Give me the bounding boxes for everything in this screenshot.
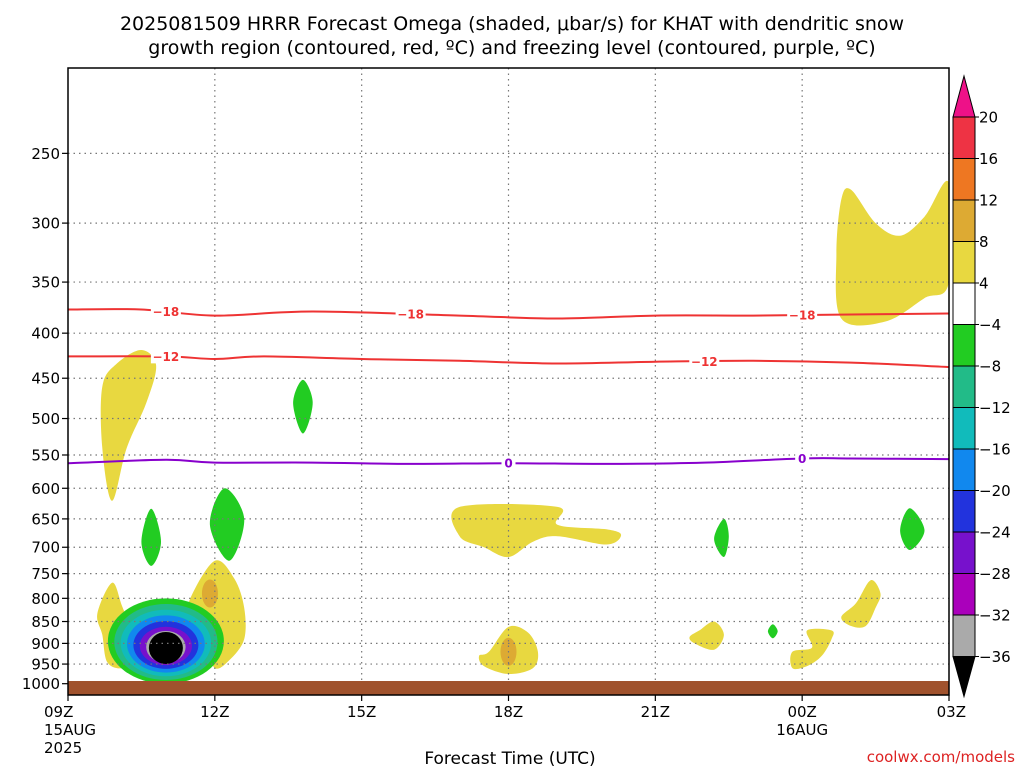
colorbar-label: −8 (979, 358, 1001, 376)
ground-terrain (68, 681, 949, 695)
colorbar-label: 20 (979, 109, 998, 127)
x-axis-label: Forecast Time (UTC) (424, 749, 595, 768)
x-tick-label: 09Z (44, 703, 73, 721)
colorbar-label: −20 (979, 482, 1011, 500)
x-tick-label: 15Z (347, 703, 376, 721)
y-tick-label: 550 (31, 446, 60, 464)
y-tick-label: 900 (31, 635, 60, 653)
negative-omega-ring (148, 631, 183, 664)
contour-line--12 (67, 355, 950, 368)
y-tick-label: 450 (31, 370, 60, 388)
colorbar-swatch (952, 282, 976, 325)
credit-text: coolwx.com/models (867, 748, 1015, 766)
y-tick-label: 500 (31, 410, 60, 428)
contour-label-bg (501, 456, 516, 471)
y-tick-label: 750 (31, 565, 60, 583)
contour-label-bg (795, 451, 810, 466)
colorbar-bottom-cap (952, 656, 976, 699)
colorbar-label: −36 (979, 648, 1011, 666)
colorbar-label: −28 (979, 565, 1011, 583)
colorbar-label: −12 (979, 399, 1011, 417)
omega-region (451, 503, 622, 558)
y-tick-label: 350 (31, 274, 60, 292)
contour-label: −18 (153, 305, 180, 319)
contour-label: −18 (397, 308, 424, 322)
colorbar-top-cap (952, 74, 976, 118)
contour-label: −12 (691, 355, 718, 369)
y-tick-label: 850 (31, 613, 60, 631)
contour-label: 0 (798, 452, 806, 466)
y-tick-label: 700 (31, 539, 60, 557)
colorbar-swatch (952, 365, 976, 408)
x-tick-label: 18Z (494, 703, 523, 721)
pressure-axis: 250 300 350 400 450 500 550 600 650 700 750 800 850 9… (22, 145, 68, 693)
colorbar-label: 12 (979, 192, 998, 210)
colorbar-label: −16 (979, 441, 1011, 459)
x-tick-label: 03Z (937, 703, 966, 721)
plot-area: −18 −18 −18 −12 −12 0 0 (67, 67, 950, 696)
omega-region (187, 560, 246, 669)
x-tick-year-label: 2025 (44, 739, 82, 757)
positive-omega-core (201, 579, 218, 608)
x-tick-label: 21Z (641, 703, 670, 721)
omega-region (293, 379, 313, 434)
omega-region (689, 621, 724, 650)
omega-region (790, 628, 834, 670)
omega-cores (107, 579, 517, 684)
omega-region (209, 488, 245, 561)
colorbar-swatch (952, 490, 976, 533)
colorbar-label: −32 (979, 607, 1011, 625)
y-tick-label: 300 (31, 215, 60, 233)
colorbar-swatch (952, 158, 976, 201)
omega-shaded-regions (97, 180, 949, 675)
colorbar-swatch (952, 614, 976, 657)
omega-region (100, 349, 157, 501)
colorbar-swatch (952, 199, 976, 242)
chart-title-line-1: 2025081509 HRRR Forecast Omega (shaded, … (120, 13, 904, 35)
temperature-contours: −18 −18 −18 −12 −12 0 0 (67, 304, 950, 471)
x-tick-label: 12Z (200, 703, 229, 721)
omega-region (900, 508, 925, 550)
omega-region (835, 180, 949, 326)
y-tick-label: 400 (31, 325, 60, 343)
omega-region (141, 508, 161, 566)
contour-label-bg (689, 354, 720, 369)
x-tick-label: 00Z (787, 703, 816, 721)
colorbar-label: 8 (979, 233, 989, 251)
colorbar-swatch (952, 573, 976, 616)
chart-title-line-2: growth region (contoured, red, ºC) and f… (148, 37, 875, 59)
omega-region (841, 580, 881, 628)
colorbar-swatch (952, 531, 976, 574)
colorbar-label: −24 (979, 524, 1011, 542)
colorbar-swatch (952, 116, 976, 159)
contour-label: −18 (789, 309, 816, 323)
contour-label: 0 (504, 457, 512, 471)
y-tick-label: 1000 (22, 675, 60, 693)
colorbar-label: 4 (979, 275, 989, 293)
colorbar-label: −4 (979, 316, 1001, 334)
y-tick-label: 600 (31, 480, 60, 498)
colorbar-swatch (952, 407, 976, 450)
x-tick-date-label: 15AUG (44, 721, 96, 739)
colorbar-swatch (952, 448, 976, 491)
omega-region (767, 624, 778, 639)
x-tick-date-label: 16AUG (776, 721, 828, 739)
y-tick-label: 250 (31, 145, 60, 163)
colorbar: 20 16 12 8 4 −4 −8 −12 −16 −20 −24 −28 −32 −36 (952, 74, 1011, 699)
contour-label-bg (395, 307, 426, 322)
colorbar-swatch (952, 241, 976, 284)
y-tick-label: 800 (31, 590, 60, 608)
contour-label-bg (150, 349, 181, 364)
colorbar-swatch (952, 324, 976, 367)
y-tick-label: 650 (31, 510, 60, 528)
contour-label-bg (787, 308, 818, 323)
y-tick-label: 950 (31, 656, 60, 674)
contour-label: −12 (153, 350, 180, 364)
colorbar-label: 16 (979, 150, 998, 168)
contour-label-bg (150, 304, 181, 319)
